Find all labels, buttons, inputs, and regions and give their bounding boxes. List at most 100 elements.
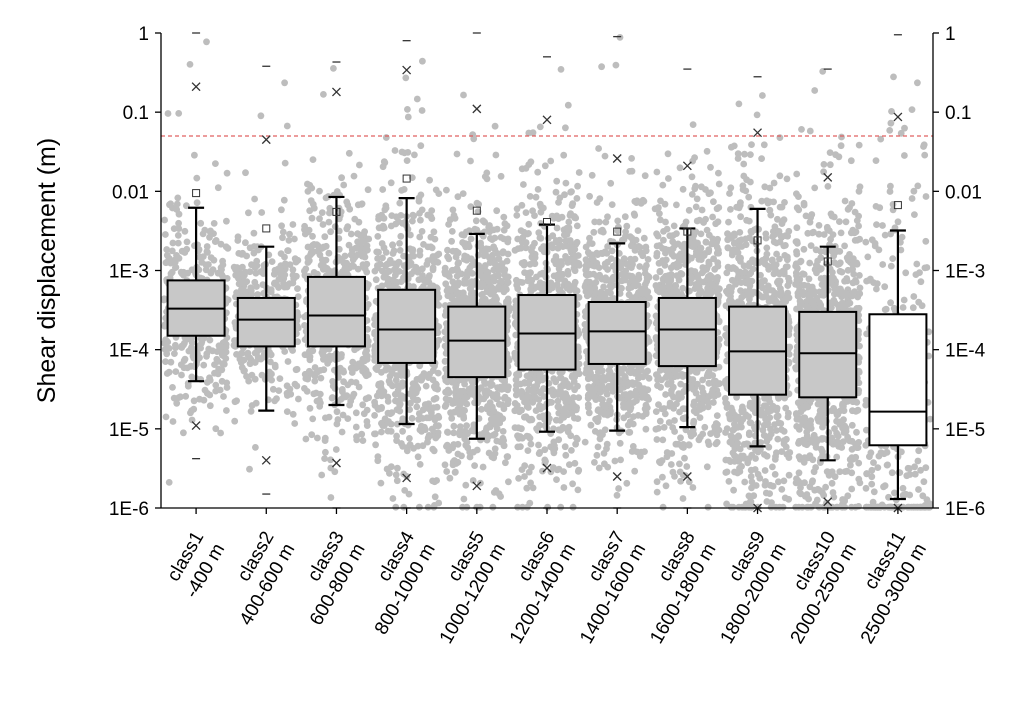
- scatter-point: [497, 493, 504, 500]
- scatter-point: [499, 428, 507, 435]
- scatter-point: [636, 263, 644, 270]
- scatter-point: [658, 405, 666, 413]
- scatter-point: [207, 254, 215, 261]
- scatter-point: [653, 436, 661, 443]
- scatter-point: [573, 222, 581, 230]
- scatter-point: [392, 397, 399, 405]
- scatter-point: [607, 407, 614, 415]
- scatter-point: [304, 259, 312, 266]
- scatter-point: [616, 290, 624, 297]
- scatter-point: [536, 402, 543, 409]
- scatter-point: [340, 368, 347, 376]
- scatter-point: [586, 270, 593, 278]
- scatter-point: [348, 369, 356, 376]
- scatter-point: [254, 354, 262, 361]
- scatter-point: [184, 269, 192, 277]
- scatter-point: [441, 328, 449, 336]
- scatter-point: [562, 179, 570, 187]
- scatter-point: [676, 164, 684, 172]
- scatter-point: [629, 420, 637, 428]
- scatter-point: [637, 366, 645, 374]
- scatter-point: [628, 155, 635, 162]
- scatter-point: [351, 215, 359, 223]
- scatter-point: [223, 217, 230, 225]
- scatter-point: [218, 366, 226, 374]
- scatter-point: [512, 406, 520, 413]
- scatter-point: [479, 290, 486, 298]
- scatter-point: [352, 244, 360, 252]
- scatter-point: [489, 503, 497, 511]
- scatter-point: [563, 393, 571, 401]
- scatter-point: [514, 245, 522, 253]
- scatter-point: [591, 459, 598, 466]
- scatter-point: [615, 485, 622, 492]
- scatter-point: [268, 370, 275, 378]
- scatter-point: [467, 157, 474, 165]
- scatter-point: [670, 393, 677, 401]
- scatter-point: [463, 438, 471, 446]
- scatter-point: [218, 377, 226, 385]
- scatter-point: [426, 176, 433, 184]
- scatter-point: [604, 243, 611, 250]
- scatter-point: [283, 408, 291, 415]
- scatter-point: [527, 158, 535, 166]
- scatter-point: [177, 393, 184, 401]
- scatter-point: [316, 403, 324, 410]
- scatter-point: [329, 378, 336, 385]
- scatter-point: [454, 193, 462, 201]
- scatter-point: [659, 503, 667, 511]
- scatter-point: [374, 255, 381, 262]
- scatter-point: [361, 265, 369, 273]
- scatter-point: [560, 231, 568, 239]
- scatter-point: [380, 388, 388, 395]
- scatter-point: [565, 218, 573, 226]
- scatter-point: [378, 428, 385, 436]
- scatter-point: [463, 279, 470, 287]
- scatter-point: [303, 228, 311, 235]
- scatter-point: [703, 147, 711, 155]
- scatter-point: [588, 363, 596, 371]
- scatter-point: [431, 416, 439, 424]
- scatter-point: [582, 256, 590, 264]
- scatter-point: [595, 218, 603, 226]
- scatter-point: [525, 269, 533, 277]
- scatter-point: [692, 228, 700, 236]
- scatter-point: [386, 256, 394, 264]
- scatter-point: [709, 235, 717, 243]
- scatter-point: [231, 417, 239, 425]
- scatter-point: [638, 393, 646, 401]
- scatter-point: [637, 386, 645, 394]
- scatter-point: [620, 379, 628, 387]
- scatter-point: [495, 255, 503, 263]
- scatter-point: [196, 253, 204, 261]
- scatter-point: [167, 200, 175, 208]
- scatter-point: [392, 503, 400, 511]
- scatter-point: [236, 291, 244, 299]
- scatter-point: [621, 213, 629, 221]
- scatter-point: [644, 288, 652, 296]
- scatter-point: [680, 415, 688, 423]
- scatter-point: [309, 415, 317, 423]
- scatter-point: [356, 161, 363, 169]
- scatter-point: [599, 431, 606, 438]
- scatter-point: [594, 414, 602, 422]
- scatter-point: [701, 423, 709, 431]
- scatter-point: [502, 274, 510, 282]
- scatter-point: [628, 294, 636, 301]
- scatter-point: [552, 188, 560, 196]
- scatter-point: [278, 206, 285, 214]
- scatter-point: [467, 203, 475, 211]
- scatter-point: [657, 197, 664, 205]
- scatter-point: [714, 262, 722, 270]
- scatter-point: [695, 255, 703, 263]
- scatter-point: [500, 268, 508, 276]
- scatter-point: [491, 450, 499, 457]
- scatter-point: [668, 450, 676, 457]
- scatter-point: [652, 425, 660, 433]
- scatter-point: [341, 252, 349, 260]
- scatter-point: [165, 345, 173, 352]
- scatter-point: [372, 365, 380, 372]
- scatter-point: [223, 169, 231, 177]
- scatter-point: [289, 271, 297, 279]
- scatter-point: [175, 110, 183, 117]
